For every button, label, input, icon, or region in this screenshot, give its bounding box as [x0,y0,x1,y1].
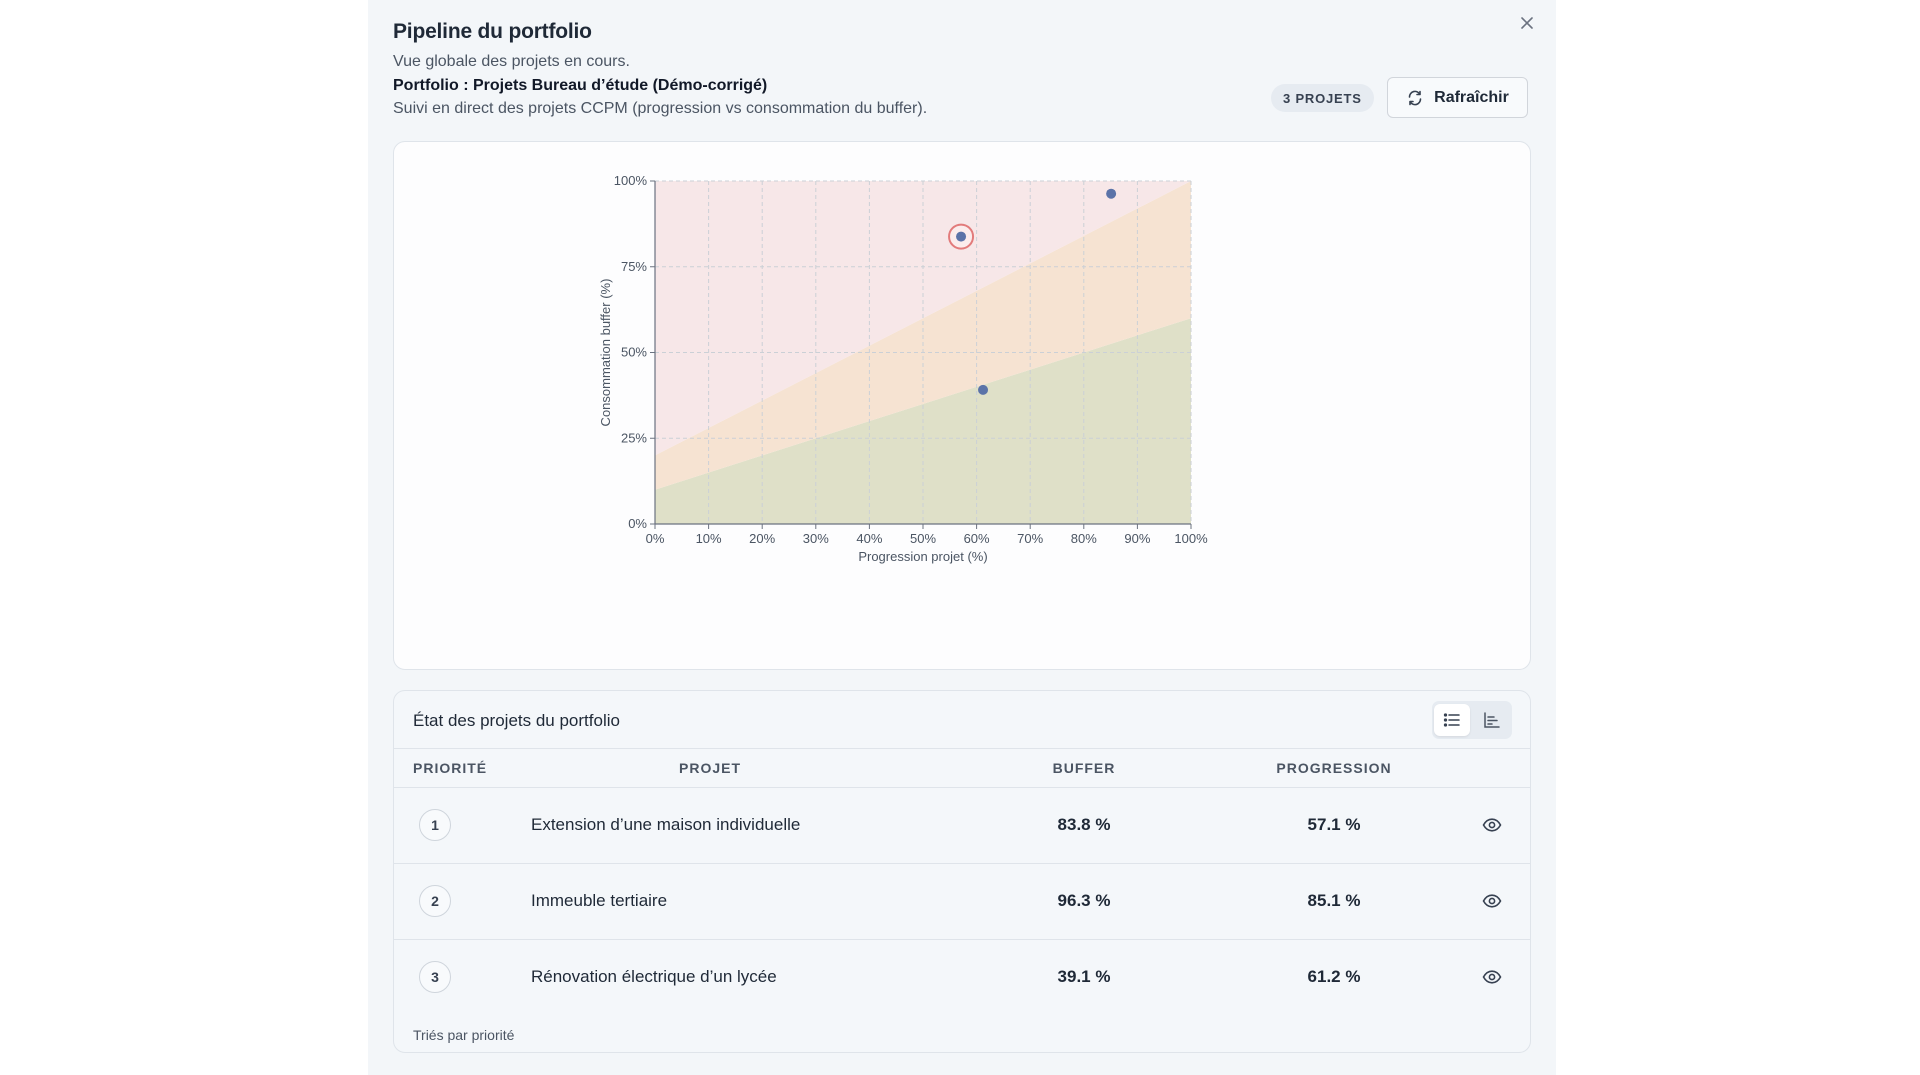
refresh-button[interactable]: Rafraîchir [1387,77,1528,118]
view-project-button[interactable] [1480,813,1504,837]
list-view-button[interactable] [1434,704,1470,736]
priority-badge: 2 [419,885,451,917]
data-point [978,384,989,395]
table-header-divider [394,748,1530,749]
x-tick-label: 80% [1071,531,1097,546]
priority-badge: 3 [419,961,451,993]
table-row[interactable]: 3 Rénovation électrique d’un lycée 39.1 … [394,939,1530,1015]
priority-badge: 1 [419,809,451,841]
buffer-value: 96.3 % [1057,891,1111,910]
close-icon [1521,17,1533,29]
project-count-badge: 3 PROJETS [1271,84,1374,112]
buffer-value: 39.1 % [1057,967,1111,986]
projects-table-card: État des projets du portfolio PRIORITÉ P… [393,690,1531,1053]
header-buffer: BUFFER [1052,760,1116,776]
header-project: PROJET [679,760,742,776]
x-tick-label: 60% [964,531,990,546]
pipeline-chart-svg: 0% 10% 20% 30% 40% 50% 60% 70% 80% 90% 100% 0% 25% 50… [598,173,1208,564]
x-tick-label: 10% [696,531,722,546]
y-tick-label: 100% [614,173,648,188]
project-name[interactable]: Extension d’une maison individuelle [531,815,801,834]
x-tick-label: 0% [646,531,665,546]
progression-value: 57.1 % [1307,815,1361,834]
view-project-button[interactable] [1480,965,1504,989]
portfolio-name: Portfolio : Projets Bureau d’étude (Démo… [393,77,768,94]
refresh-label: Rafraîchir [1434,88,1509,106]
dialog-subtitle: Vue globale des projets en cours. [393,53,630,70]
x-tick-label: 40% [856,531,882,546]
y-tick-label: 75% [621,259,647,274]
header-progression: PROGRESSION [1276,760,1392,776]
header-priority: PRIORITÉ [413,760,488,776]
y-tick-label: 50% [621,345,647,360]
dialog-title: Pipeline du portfolio [393,20,592,43]
eye-icon [1482,818,1502,832]
x-tick-label: 30% [803,531,829,546]
chart-view-button[interactable] [1474,704,1510,736]
data-point [956,231,967,242]
x-tick-label: 100% [1174,531,1208,546]
view-project-button[interactable] [1480,889,1504,913]
sort-footnote: Triés par priorité [413,1027,515,1043]
progression-value: 85.1 % [1307,891,1361,910]
list-icon [1443,713,1460,727]
x-axis-label: Progression projet (%) [858,549,987,564]
x-tick-label: 70% [1017,531,1043,546]
table-row[interactable]: 2 Immeuble tertiaire 96.3 % 85.1 % [394,863,1530,939]
y-axis-label: Consommation buffer (%) [598,279,613,427]
project-name[interactable]: Immeuble tertiaire [531,891,668,910]
portfolio-description: Suivi en direct des projets CCPM (progre… [393,100,928,117]
view-toggle [1432,701,1512,739]
table-row[interactable]: 1 Extension d’une maison individuelle 83… [394,787,1530,863]
data-point [1106,188,1117,199]
refresh-icon [1406,89,1424,107]
eye-icon [1482,970,1502,984]
close-button[interactable] [1516,12,1538,34]
chart-icon [1484,712,1500,728]
eye-icon [1482,894,1502,908]
progression-value: 61.2 % [1307,967,1361,986]
buffer-value: 83.8 % [1057,815,1111,834]
project-name[interactable]: Rénovation électrique d’un lycée [531,967,777,986]
pipeline-chart: 0% 10% 20% 30% 40% 50% 60% 70% 80% 90% 100% 0% 25% 50… [393,141,1531,670]
x-tick-label: 90% [1124,531,1150,546]
y-tick-label: 0% [628,516,647,531]
portfolio-dialog: Pipeline du portfolio Vue globale des pr… [368,0,1556,1075]
x-tick-label: 20% [749,531,775,546]
x-tick-label: 50% [910,531,936,546]
y-tick-label: 25% [621,430,647,445]
table-title: État des projets du portfolio [413,711,620,730]
